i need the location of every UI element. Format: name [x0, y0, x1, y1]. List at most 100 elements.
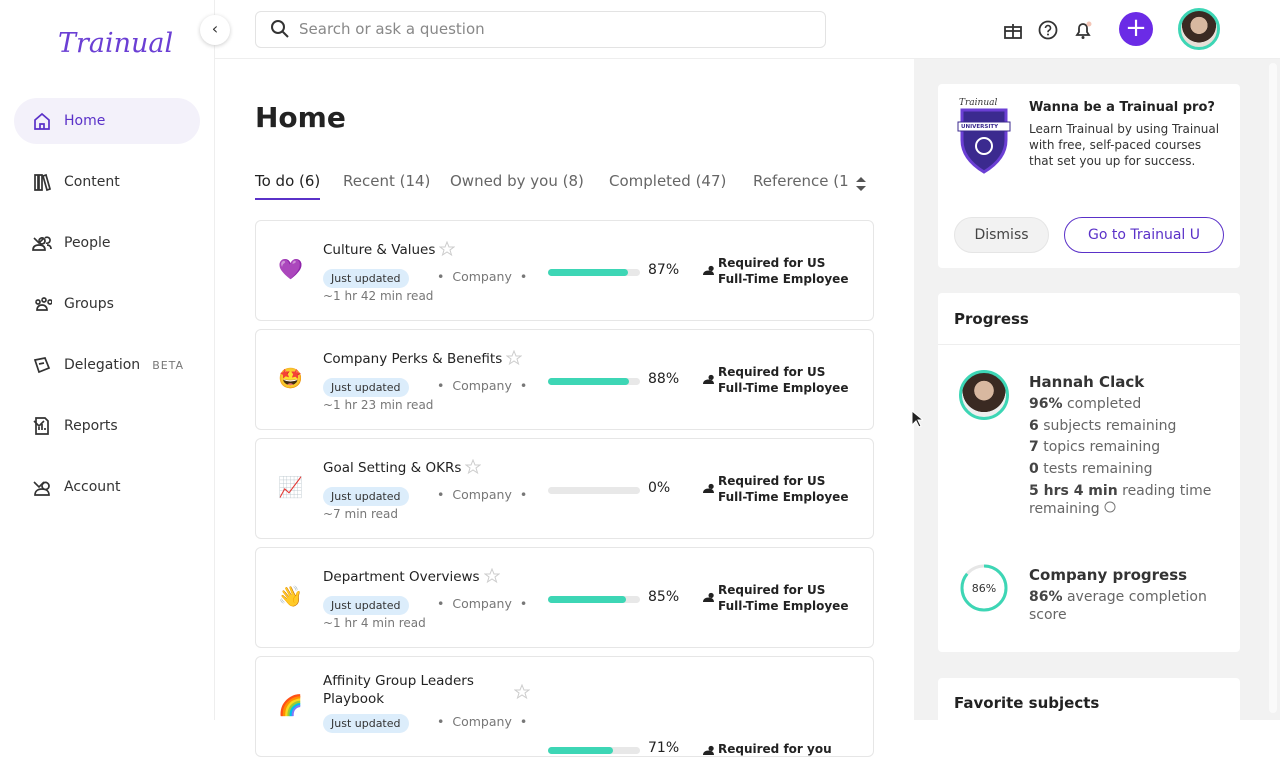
person-icon: [703, 592, 714, 602]
content-card[interactable]: 🤩 Company Perks & Benefits Just updated Com…: [255, 329, 874, 430]
person-shape: [703, 265, 714, 275]
star-shape: [465, 459, 481, 475]
progress-track: [548, 487, 640, 494]
stat-label: topics remaining: [1043, 439, 1161, 455]
status-pill: Just updated: [323, 269, 409, 288]
nav-icon: [34, 112, 50, 130]
nav-chevron[interactable]: [32, 233, 46, 247]
nav-item[interactable]: Groups: [14, 281, 200, 327]
stat-label: completed: [1066, 396, 1142, 412]
add-button[interactable]: +: [1119, 12, 1153, 46]
nav-icon-shape: [32, 236, 52, 251]
owner-label: Company: [437, 487, 527, 502]
requirement: Required for you: [703, 741, 858, 757]
search-icon: [271, 20, 289, 38]
page-title: Home: [255, 101, 346, 134]
promo-card: Trainual UNIVERSITY Wanna be a Trainual …: [938, 84, 1240, 268]
user-name: Hannah Clack: [1029, 373, 1145, 391]
tab[interactable]: Completed (47): [609, 172, 727, 190]
progress-track: [548, 747, 640, 754]
owner-label: Company: [437, 714, 527, 729]
read-time: ~7 min read: [323, 507, 398, 521]
nav-item[interactable]: Home: [14, 98, 200, 144]
subject-title: Department Overviews: [323, 569, 480, 585]
nav-label: Groups: [64, 296, 114, 312]
nav-icon-shape: [34, 173, 52, 192]
nav-chevron[interactable]: [32, 477, 46, 491]
status-pill: Just updated: [323, 378, 409, 397]
person-shape: [703, 745, 714, 755]
progress-percent: 71%: [648, 740, 680, 756]
go-to-trainual-u-button[interactable]: Go to Trainual U: [1064, 217, 1224, 253]
mouse-cursor: [911, 410, 923, 428]
brand-logo[interactable]: Trainual: [58, 28, 174, 59]
progress-track: [548, 596, 640, 603]
stat-label: tests remaining: [1043, 460, 1153, 477]
progress-fill: [548, 269, 629, 276]
nav-label: Content: [64, 174, 120, 190]
person-icon: [703, 374, 714, 384]
owner-label: Company: [437, 596, 527, 611]
nav-label: People: [64, 235, 111, 251]
user-avatar[interactable]: [1178, 8, 1220, 50]
tab[interactable]: Reference (1: [753, 172, 849, 190]
progress-percent: 85%: [648, 589, 680, 605]
favorite-star[interactable]: [465, 459, 481, 475]
favorite-star[interactable]: [514, 684, 530, 700]
collapse-button[interactable]: ‹: [200, 15, 230, 45]
person-shape: [703, 483, 714, 493]
progress-fill: [548, 378, 629, 385]
favorite-star[interactable]: [439, 241, 455, 257]
content-card[interactable]: 👋 Department Overviews Just updated Company…: [255, 547, 874, 648]
nav-item[interactable]: Account: [14, 464, 200, 510]
status-pill: Just updated: [323, 487, 409, 506]
nav-label: Home: [64, 113, 106, 129]
content-card[interactable]: 🌈 Affinity Group Leaders Playbook Just upd…: [255, 656, 874, 757]
nav-chevron[interactable]: [32, 416, 46, 430]
star-shape: [506, 350, 522, 366]
right-panel: Trainual UNIVERSITY Wanna be a Trainual …: [914, 59, 1280, 738]
badge-text: Trainual: [959, 98, 998, 108]
subject-title: Affinity Group Leaders Playbook: [323, 673, 474, 707]
notification-icon[interactable]: [1073, 20, 1093, 40]
gift-icon[interactable]: [1003, 20, 1023, 40]
requirement: Required for US Full-Time Employee: [703, 582, 858, 614]
progress-percent: 88%: [648, 371, 680, 387]
help-icon[interactable]: [1038, 20, 1058, 40]
content-card[interactable]: 📈 Goal Setting & OKRs Just updated Company ~…: [255, 438, 874, 539]
subject-title: Culture & Values: [323, 242, 436, 258]
stat-line: 6 subjects remaining: [1029, 416, 1229, 438]
tab[interactable]: Recent (14): [343, 172, 431, 190]
nav-item[interactable]: People: [14, 220, 200, 266]
tab[interactable]: Owned by you (8): [450, 172, 584, 190]
divider: [938, 344, 1240, 345]
star-shape: [484, 568, 500, 584]
dismiss-button[interactable]: Dismiss: [954, 217, 1049, 253]
stat-line: 5 hrs 4 min reading time remaining: [1029, 482, 1229, 518]
tab[interactable]: To do (6): [255, 172, 321, 200]
tab-scroll-arrows[interactable]: [855, 176, 867, 192]
nav-icon-shape: [34, 112, 50, 130]
stat-label: subjects remaining: [1043, 417, 1177, 434]
nav-icon-shape: [35, 297, 52, 311]
progress-track: [548, 269, 640, 276]
owner-label: Company: [437, 378, 527, 393]
stat-value: 7: [1029, 439, 1039, 455]
company-progress-value: 86%: [1029, 589, 1063, 605]
stat-line: 0 tests remaining: [1029, 459, 1229, 481]
info-icon[interactable]: [1104, 501, 1116, 513]
search-box[interactable]: Search or ask a question: [255, 11, 826, 48]
favorite-star[interactable]: [484, 568, 500, 584]
nav-item[interactable]: Delegation BETA: [14, 342, 200, 388]
nav-item[interactable]: Content: [14, 159, 200, 205]
company-progress-label: average completion score: [1029, 589, 1207, 623]
content-card[interactable]: 💜 Culture & Values Just updated Company~1 h…: [255, 220, 874, 321]
company-progress-text: 86% average completion score: [1029, 588, 1229, 624]
chevron-shape: [33, 420, 45, 428]
favorites-title: Favorite subjects: [954, 694, 1100, 712]
favorite-star[interactable]: [506, 350, 522, 366]
progress-title: Progress: [954, 310, 1029, 328]
nav-item[interactable]: Reports: [14, 403, 200, 449]
subject-emoji: 🌈: [278, 693, 303, 717]
scrollbar[interactable]: [1269, 63, 1277, 713]
